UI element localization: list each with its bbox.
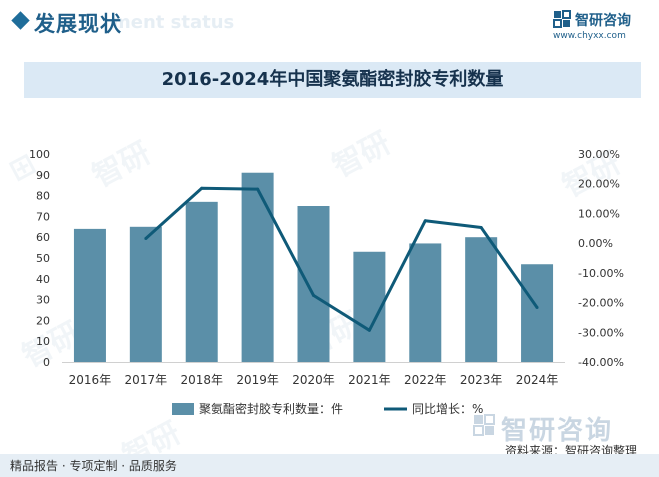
left-axis-tick-label: 90 xyxy=(36,169,50,182)
bar-2023年 xyxy=(465,237,498,362)
header: ment status 发展现状 智研咨询 www.chyxx.com xyxy=(0,0,659,42)
bar-2024年 xyxy=(521,264,554,362)
section-title: 发展现状 xyxy=(34,12,122,36)
chart-title-bar: 2016-2024年中国聚氨酯密封胶专利数量 xyxy=(24,62,641,98)
right-axis-tick-label: 0.00% xyxy=(578,237,613,250)
right-axis-tick-label: 30.00% xyxy=(578,148,620,161)
section-subtitle: ment status xyxy=(112,12,235,33)
growth-point-2022年 xyxy=(423,219,427,223)
bar-2020年 xyxy=(297,206,330,362)
footer-text: 精品报告 · 专项定制 · 品质服务 xyxy=(10,459,177,473)
x-axis-tick-label: 2023年 xyxy=(460,373,503,387)
x-axis-tick-label: 2019年 xyxy=(236,373,279,387)
bar-2016年 xyxy=(73,228,106,362)
brand: 智研咨询 www.chyxx.com xyxy=(553,8,637,44)
left-axis-tick-label: 40 xyxy=(36,273,50,286)
growth-point-2024年 xyxy=(535,306,539,310)
growth-line xyxy=(144,186,539,332)
left-axis-tick-label: 0 xyxy=(43,356,50,369)
left-axis-tick-label: 30 xyxy=(36,294,50,307)
x-axis-tick-label: 2021年 xyxy=(348,373,391,387)
chart: 0 10 20 30 40 50 60 70 80 90 100 -40.00% -30.00% -20.… xyxy=(29,148,624,416)
bar-2018年 xyxy=(185,201,218,362)
growth-point-2017年 xyxy=(144,237,148,241)
right-axis-tick-label: 20.00% xyxy=(578,178,620,191)
left-axis-tick-label: 70 xyxy=(36,210,50,223)
growth-point-2023年 xyxy=(479,226,483,230)
left-axis-tick-label: 100 xyxy=(29,148,50,161)
bottom-brand: 智研咨询 xyxy=(473,412,653,446)
bar-2019年 xyxy=(241,172,274,362)
left-axis-tick-label: 50 xyxy=(36,252,50,265)
left-axis-tick-label: 80 xyxy=(36,190,50,203)
right-axis-tick-label: 10.00% xyxy=(578,207,620,220)
bar-2017年 xyxy=(129,226,162,362)
chart-title: 2016-2024年中国聚氨酯密封胶专利数量 xyxy=(161,69,504,90)
growth-point-2021年 xyxy=(367,328,371,332)
left-axis-tick-label: 60 xyxy=(36,231,50,244)
x-axis-tick-label: 2020年 xyxy=(292,373,335,387)
left-axis-tick-label: 10 xyxy=(36,335,50,348)
brand-logo-icon xyxy=(473,414,495,436)
x-axis-tick-label: 2018年 xyxy=(180,373,223,387)
bar-2022年 xyxy=(409,243,442,362)
x-axis-tick-label: 2022年 xyxy=(404,373,447,387)
legend-swatch-bar xyxy=(172,403,194,415)
x-axis-tick-label: 2017年 xyxy=(125,373,168,387)
growth-point-2020年 xyxy=(312,293,315,297)
right-axis-tick-label: -20.00% xyxy=(578,297,624,310)
bottom-brand-name: 智研咨询 xyxy=(501,416,614,446)
legend-label-line: 同比增长：% xyxy=(412,402,483,416)
right-axis-tick-label: -10.00% xyxy=(578,267,624,280)
legend-label-bar: 聚氨酯密封胶专利数量：件 xyxy=(199,401,343,416)
growth-point-2019年 xyxy=(256,187,260,191)
left-axis-tick-label: 20 xyxy=(36,314,50,327)
footer-bar: 精品报告 · 专项定制 · 品质服务 xyxy=(0,454,659,477)
x-axis-tick-label: 2024年 xyxy=(516,373,559,387)
growth-point-2018年 xyxy=(200,186,204,190)
right-axis-tick-label: -30.00% xyxy=(578,326,624,339)
right-axis-tick-label: -40.00% xyxy=(578,356,624,369)
brand-url: www.chyxx.com xyxy=(553,31,626,41)
brand-logo-icon xyxy=(553,10,571,28)
x-axis-tick-label: 2016年 xyxy=(69,373,112,387)
brand-name: 智研咨询 xyxy=(575,13,631,29)
